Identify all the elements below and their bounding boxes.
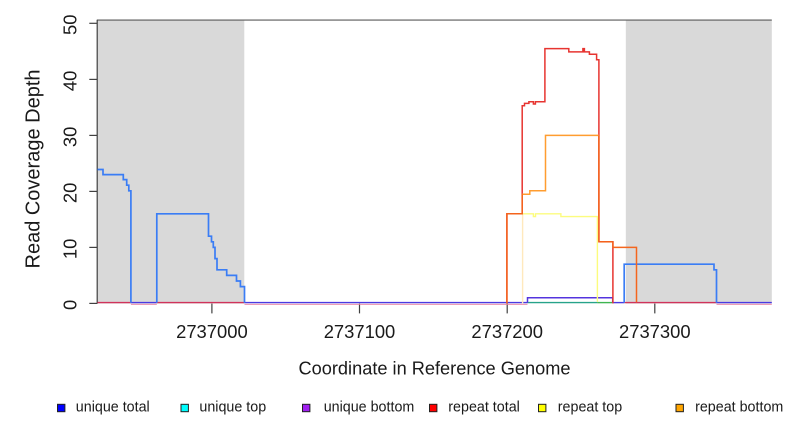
svg-text:repeat bottom: repeat bottom [695,400,783,416]
svg-text:2737100: 2737100 [324,321,396,342]
svg-text:repeat top: repeat top [558,400,622,416]
svg-text:30: 30 [59,127,80,147]
svg-text:unique top: unique top [199,400,266,416]
svg-text:50: 50 [59,15,80,35]
svg-text:unique total: unique total [76,400,150,416]
svg-text:Coordinate in Reference Genome: Coordinate in Reference Genome [299,358,571,378]
svg-text:10: 10 [59,239,80,259]
svg-text:2737200: 2737200 [471,321,543,342]
svg-text:unique bottom: unique bottom [324,400,415,416]
svg-text:repeat total: repeat total [448,400,520,416]
svg-text:2737000: 2737000 [176,321,248,342]
svg-text:40: 40 [59,71,80,91]
svg-text:Read Coverage Depth: Read Coverage Depth [23,69,45,268]
svg-text:0: 0 [59,300,80,310]
svg-text:2737300: 2737300 [619,321,691,342]
svg-text:20: 20 [59,183,80,203]
